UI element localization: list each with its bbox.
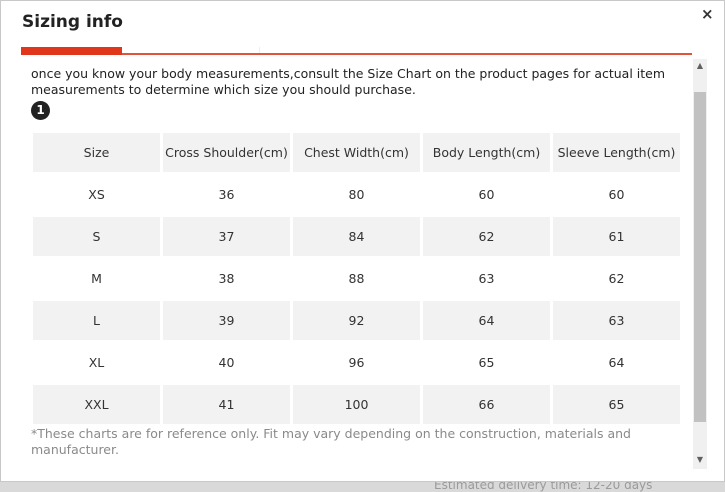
table-cell: 64 <box>423 301 550 340</box>
table-header-cell: Cross Shoulder(cm) <box>163 133 290 172</box>
dialog-content: once you know your body measurements,con… <box>23 59 691 469</box>
table-cell: 84 <box>293 217 420 256</box>
table-row: XL 40 96 65 64 <box>33 343 680 382</box>
table-row: S 37 84 62 61 <box>33 217 680 256</box>
intro-text: once you know your body measurements,con… <box>31 66 666 97</box>
table-cell: 63 <box>553 301 680 340</box>
table-cell: 65 <box>553 385 680 424</box>
table-cell: S <box>33 217 160 256</box>
table-cell: 66 <box>423 385 550 424</box>
table-header-cell: Sleeve Length(cm) <box>553 133 680 172</box>
table-cell: 63 <box>478 271 495 286</box>
scroll-thumb[interactable] <box>694 92 706 422</box>
table-cell: XL <box>88 355 105 370</box>
table-cell: XS <box>88 187 105 202</box>
table-cell: 64 <box>608 355 625 370</box>
table-header-cell: Size <box>33 133 160 172</box>
table-cell: 88 <box>348 271 365 286</box>
table-cell: 37 <box>163 217 290 256</box>
tab-divider <box>259 47 260 53</box>
table-cell: XXL <box>33 385 160 424</box>
table-row: L 39 92 64 63 <box>33 301 680 340</box>
table-cell: 62 <box>423 217 550 256</box>
table-cell: 39 <box>163 301 290 340</box>
table-cell: 60 <box>478 187 495 202</box>
size-chart-table: Size Cross Shoulder(cm) Chest Width(cm) Bod… <box>30 130 683 427</box>
table-cell: 100 <box>293 385 420 424</box>
table-cell: 92 <box>293 301 420 340</box>
table-cell: 36 <box>218 187 235 202</box>
table-cell: M <box>91 271 102 286</box>
step-badge: 1 <box>31 101 50 120</box>
table-header-cell: Body Length(cm) <box>423 133 550 172</box>
scroll-up-icon[interactable]: ▲ <box>696 61 704 70</box>
table-row: M 38 88 63 62 <box>33 259 680 298</box>
table-cell: 60 <box>608 187 625 202</box>
close-icon[interactable]: × <box>701 5 714 23</box>
tab-active-indicator[interactable] <box>21 47 122 55</box>
table-cell: 65 <box>478 355 495 370</box>
disclaimer-note: *These charts are for reference only. Fi… <box>31 426 631 457</box>
table-cell: 80 <box>348 187 365 202</box>
table-cell: 38 <box>218 271 235 286</box>
table-header-row: Size Cross Shoulder(cm) Chest Width(cm) Bod… <box>33 133 680 172</box>
table-cell: 61 <box>553 217 680 256</box>
table-cell: 62 <box>608 271 625 286</box>
dialog-title: Sizing info <box>22 12 123 32</box>
table-cell: 96 <box>348 355 365 370</box>
sizing-info-dialog: Sizing info × once you know your body me… <box>0 0 725 482</box>
table-header-cell: Chest Width(cm) <box>293 133 420 172</box>
scroll-down-icon[interactable]: ▼ <box>696 455 704 464</box>
table-cell: 40 <box>218 355 235 370</box>
table-row: XXL 41 100 66 65 <box>33 385 680 424</box>
scrollbar[interactable]: ▲ ▼ <box>693 59 707 469</box>
tab-underline <box>21 53 692 55</box>
table-cell: 41 <box>163 385 290 424</box>
table-row: XS 36 80 60 60 <box>33 175 680 214</box>
table-cell: L <box>33 301 160 340</box>
